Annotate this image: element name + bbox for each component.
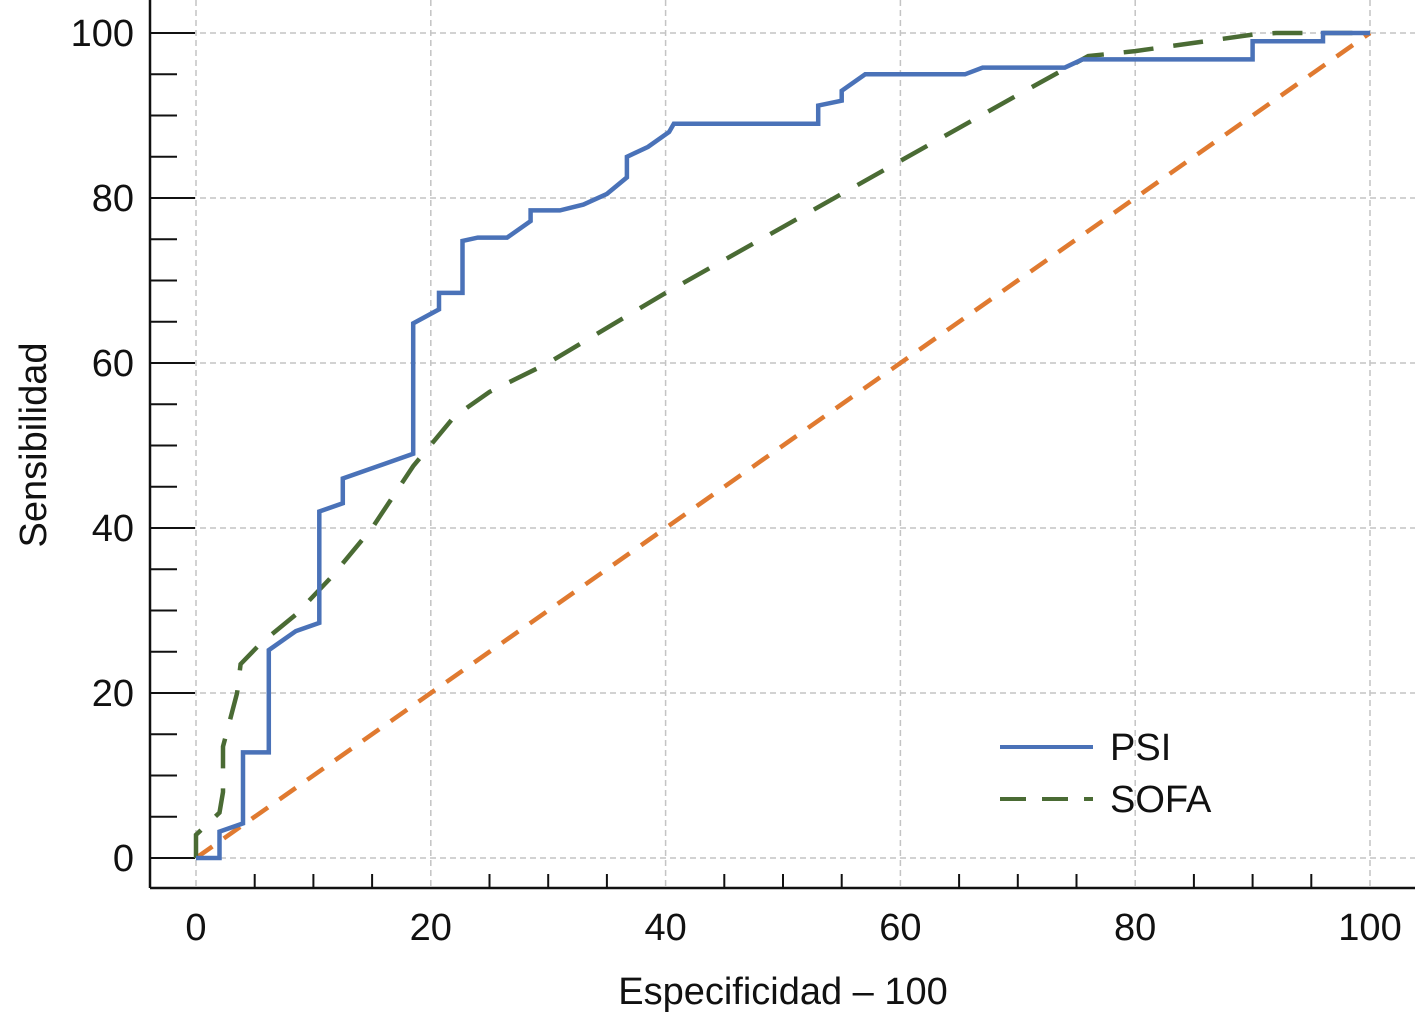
x-tick-label: 60 [879, 907, 921, 949]
series-line-reference [194, 31, 1372, 860]
series [193, 30, 1372, 861]
grid [150, 0, 1415, 888]
legend: PSI SOFA [1000, 727, 1212, 821]
legend-label-psi: PSI [1110, 727, 1171, 769]
ticks: 0 20 40 60 80 100 0 20 40 60 80 100 [71, 13, 1402, 949]
y-tick-label: 40 [92, 508, 134, 550]
series-line-sofa [193, 30, 1370, 858]
y-tick-label: 0 [113, 838, 134, 880]
y-tick-label: 80 [92, 178, 134, 220]
y-tick-label: 20 [92, 673, 134, 715]
legend-label-sofa: SOFA [1110, 779, 1212, 821]
x-tick-label: 100 [1338, 907, 1401, 949]
y-tick-label: 100 [71, 13, 134, 55]
x-tick-label: 0 [185, 907, 206, 949]
x-tick-label: 40 [644, 907, 686, 949]
x-tick-label: 20 [410, 907, 452, 949]
x-axis-title: Especificidad – 100 [618, 971, 948, 1013]
series-line-psi [196, 30, 1370, 861]
y-tick-label: 60 [92, 343, 134, 385]
x-tick-label: 80 [1114, 907, 1156, 949]
y-axis-title: Sensibilidad [13, 343, 55, 548]
